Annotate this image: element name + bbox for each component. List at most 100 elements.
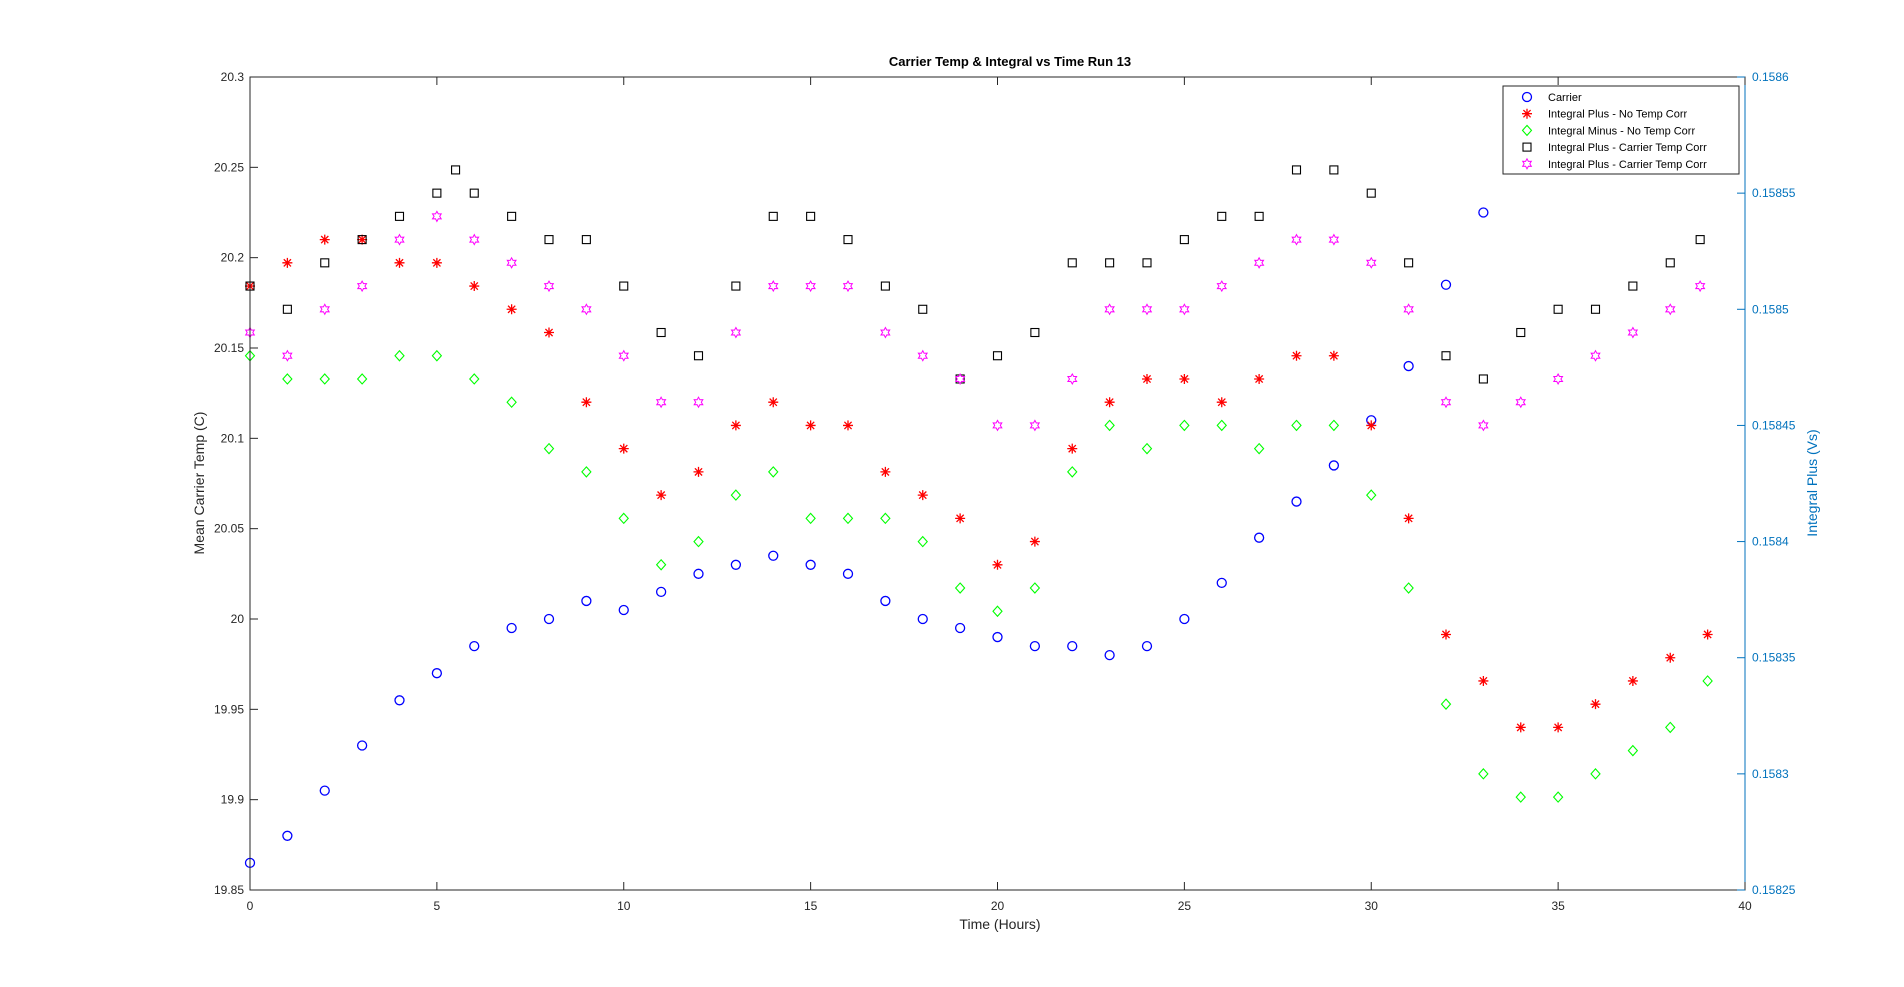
minus-nocorr-point [543, 442, 555, 455]
x-tick-label: 20 [991, 899, 1005, 913]
plus-corr-magenta-point [880, 326, 891, 339]
plus-corr-magenta-point [767, 280, 779, 293]
plus-corr-magenta-point [655, 396, 667, 409]
x-tick-label: 10 [617, 899, 631, 913]
plus-corr-point [1254, 211, 1264, 221]
minus-nocorr-point [319, 373, 330, 385]
y2-tick-label: 0.1584 [1752, 535, 1789, 549]
y2-tick-label: 0.15845 [1752, 418, 1796, 432]
legend-marker-plus-nocorr [1522, 108, 1532, 119]
minus-nocorr-point [1328, 419, 1340, 432]
plus-corr-point [1067, 258, 1077, 268]
plus-corr-point [918, 304, 928, 314]
plus-corr-magenta-point [1403, 303, 1414, 316]
x-tick-label: 5 [434, 899, 441, 913]
plus-corr-point [544, 235, 554, 245]
minus-nocorr-point [1440, 698, 1452, 710]
plus-nocorr-point [1478, 675, 1489, 686]
carrier-point [880, 595, 891, 607]
x-tick-label: 35 [1551, 899, 1565, 913]
legend-label-plus-corr-magenta: Integral Plus - Carrier Temp Corr [1548, 159, 1707, 171]
plus-nocorr-point [880, 466, 891, 477]
carrier-point [805, 559, 816, 570]
plus-corr-point [1441, 351, 1451, 361]
plus-corr-point [1628, 281, 1638, 291]
plus-corr-point [357, 235, 367, 245]
y2-tick-label: 0.15855 [1752, 186, 1796, 200]
carrier-point [1328, 460, 1340, 471]
plus-nocorr-point [581, 397, 592, 408]
plus-corr-point [768, 211, 778, 221]
carrier-point [1478, 207, 1489, 218]
y2-tick-label: 0.1583 [1752, 767, 1789, 781]
minus-nocorr-point [1515, 791, 1526, 803]
plus-nocorr-point [1441, 629, 1451, 640]
minus-nocorr-point [1029, 582, 1041, 594]
minus-nocorr-point [394, 349, 405, 362]
plus-nocorr-point [693, 466, 704, 477]
plus-corr-magenta-point [543, 280, 555, 293]
y2-tick-label: 0.1586 [1752, 70, 1789, 84]
plus-nocorr-point [394, 257, 405, 268]
minus-nocorr-point [618, 512, 629, 525]
plus-nocorr-point [1553, 722, 1564, 733]
plus-corr-point [693, 351, 704, 361]
plus-corr-magenta-point [1104, 303, 1115, 316]
plus-corr-magenta-point [1141, 303, 1153, 316]
minus-nocorr-point [768, 466, 779, 478]
minus-nocorr-point [1702, 675, 1713, 687]
plus-corr-magenta-point [992, 419, 1003, 432]
plus-corr-point [656, 327, 666, 338]
plus-corr-point [1695, 235, 1705, 245]
y-tick-label: 19.9 [221, 793, 245, 807]
plus-nocorr-point [431, 257, 442, 268]
plus-corr-magenta-point [468, 233, 480, 246]
carrier-point [1104, 649, 1115, 661]
plus-nocorr-point [1665, 652, 1676, 663]
carrier-point [655, 586, 667, 598]
plus-corr-point [1291, 165, 1302, 175]
y-tick-label: 19.95 [214, 702, 244, 716]
plus-corr-point [843, 235, 853, 245]
plus-nocorr-point [1515, 722, 1526, 733]
carrier-point [319, 785, 330, 796]
plus-nocorr-point [469, 281, 480, 292]
y-tick-label: 20.15 [214, 341, 244, 355]
plus-corr-magenta-point [1365, 256, 1377, 269]
x-axis-label: Time (Hours) [959, 916, 1040, 932]
x-tick-label: 25 [1178, 899, 1192, 913]
minus-nocorr-point [1590, 768, 1601, 780]
plus-nocorr-point [1104, 397, 1115, 408]
plus-nocorr-point [843, 420, 853, 431]
plus-corr-magenta-point [618, 349, 630, 362]
plus-corr-point [507, 211, 517, 221]
plus-corr-magenta-point [1440, 396, 1452, 409]
legend-marker-minus-nocorr [1521, 124, 1533, 137]
carrier-point [1440, 279, 1452, 290]
carrier-point [1067, 640, 1078, 652]
carrier-point [1029, 640, 1041, 652]
plus-corr-magenta-point [1291, 233, 1302, 246]
plus-nocorr-point [768, 397, 779, 408]
carrier-point [1141, 640, 1153, 652]
plus-corr-magenta-point [1179, 303, 1190, 316]
plus-nocorr-point [917, 490, 928, 501]
plus-corr-magenta-point [319, 303, 331, 316]
carrier-point [917, 613, 928, 625]
series-plus-corr-magenta [244, 210, 1706, 432]
y-tick-label: 20.2 [221, 251, 245, 265]
plus-nocorr-point [1590, 699, 1601, 710]
y2-tick-label: 0.1585 [1752, 302, 1789, 316]
carrier-point [1291, 496, 1302, 507]
axes-group: 0 5 10 15 20 25 30 35 40 19.85 19.9 19.95 20 20.05 20.… [214, 70, 1796, 913]
carrier-point [618, 604, 629, 616]
plus-corr-magenta-point [1664, 303, 1676, 316]
plus-corr-point [1404, 258, 1414, 268]
plus-corr-magenta-point [1029, 419, 1041, 432]
plus-nocorr-point [618, 443, 629, 454]
plus-corr-point [581, 235, 591, 245]
plus-corr-magenta-point [1694, 280, 1706, 293]
y-tick-label: 20.25 [214, 160, 244, 174]
plus-corr-magenta-point [730, 326, 742, 339]
